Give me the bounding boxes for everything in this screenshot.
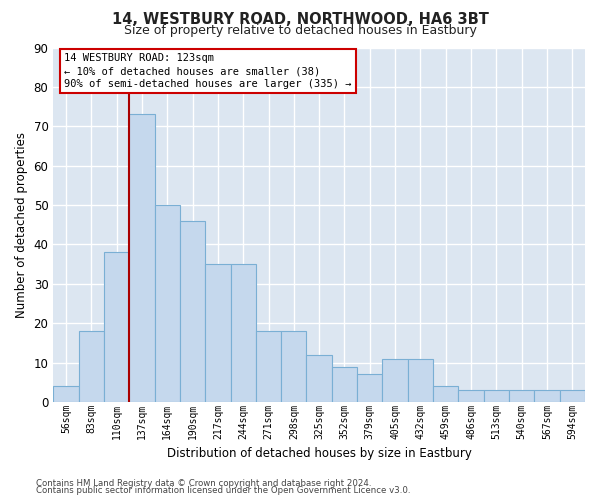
Bar (180, 221, 205, 402)
Text: Size of property relative to detached houses in Eastbury: Size of property relative to detached ho… (124, 24, 476, 37)
Text: 14, WESTBURY ROAD, NORTHWOOD, HA6 3BT: 14, WESTBURY ROAD, NORTHWOOD, HA6 3BT (112, 12, 488, 28)
Bar (382, 358, 408, 402)
Text: 14 WESTBURY ROAD: 123sqm
← 10% of detached houses are smaller (38)
90% of semi-d: 14 WESTBURY ROAD: 123sqm ← 10% of detach… (64, 53, 352, 89)
Bar (230, 264, 256, 402)
Bar (205, 264, 230, 402)
Bar (256, 331, 281, 402)
Bar (458, 390, 484, 402)
Bar (307, 355, 332, 402)
Bar (53, 386, 79, 402)
Y-axis label: Number of detached properties: Number of detached properties (15, 132, 28, 318)
Bar (357, 374, 382, 402)
Bar (332, 366, 357, 402)
Bar (408, 358, 433, 402)
Text: Contains public sector information licensed under the Open Government Licence v3: Contains public sector information licen… (36, 486, 410, 495)
Bar (560, 390, 585, 402)
Bar (79, 331, 104, 402)
X-axis label: Distribution of detached houses by size in Eastbury: Distribution of detached houses by size … (167, 447, 472, 460)
Text: Contains HM Land Registry data © Crown copyright and database right 2024.: Contains HM Land Registry data © Crown c… (36, 478, 371, 488)
Bar (535, 390, 560, 402)
Bar (509, 390, 535, 402)
Bar (281, 331, 307, 402)
Bar (155, 205, 180, 402)
Bar (129, 114, 155, 402)
Bar (484, 390, 509, 402)
Bar (433, 386, 458, 402)
Bar (104, 252, 129, 402)
